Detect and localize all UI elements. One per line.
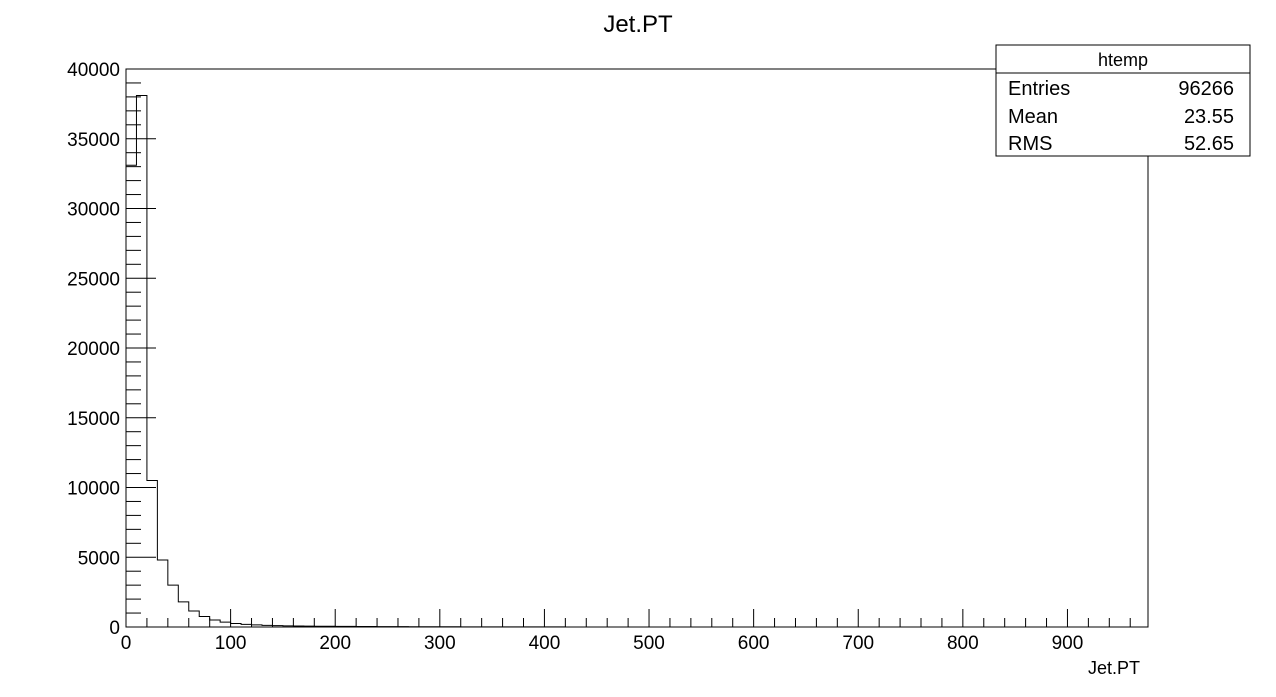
histogram-bin <box>231 624 241 627</box>
x-tick-label: 0 <box>121 633 132 654</box>
x-axis-label: Jet.PT <box>1088 658 1140 678</box>
x-tick-label: 800 <box>947 633 979 654</box>
y-tick-label: 30000 <box>67 200 120 221</box>
stats-mean-value: 23.55 <box>1184 106 1234 128</box>
y-tick-label: 5000 <box>78 548 120 569</box>
histogram-bin <box>220 622 230 627</box>
y-tick-label: 0 <box>109 618 120 639</box>
stats-rms-value: 52.65 <box>1184 133 1234 155</box>
histogram-bin <box>147 481 157 627</box>
x-axis: 0 100 200 300 400 500 600 700 800 900 <box>121 609 1131 654</box>
y-tick-label: 20000 <box>67 339 120 360</box>
chart-title: Jet.PT <box>603 11 673 38</box>
stats-rms-label: RMS <box>1008 133 1052 155</box>
y-tick-label: 25000 <box>67 269 120 290</box>
stats-box: htemp Entries 96266 Mean 23.55 RMS 52.65 <box>995 44 1251 157</box>
histogram-bin <box>199 617 209 627</box>
x-tick-label: 600 <box>738 633 770 654</box>
y-tick-label: 40000 <box>67 60 120 81</box>
plot-frame <box>125 68 1149 628</box>
stats-box-title: htemp <box>1098 50 1148 70</box>
y-tick-label: 35000 <box>67 130 120 151</box>
x-tick-label: 300 <box>424 633 456 654</box>
x-tick-label: 200 <box>319 633 351 654</box>
x-tick-label: 700 <box>842 633 874 654</box>
y-axis: 0 5000 10000 15000 20000 25000 30000 35000 40000 <box>67 60 156 639</box>
y-tick-label: 10000 <box>67 479 120 500</box>
histogram-bin <box>136 96 146 627</box>
histogram-bin <box>210 620 220 627</box>
histogram-bin <box>168 585 178 627</box>
histogram-bin <box>178 602 188 627</box>
x-tick-label: 100 <box>215 633 247 654</box>
histogram-outline <box>125 95 640 628</box>
stats-mean-label: Mean <box>1008 106 1058 128</box>
x-tick-label: 900 <box>1052 633 1084 654</box>
x-tick-label: 400 <box>529 633 561 654</box>
histogram-bin <box>189 611 199 627</box>
histogram-bins <box>126 96 639 627</box>
stats-entries-value: 96266 <box>1178 78 1234 100</box>
histogram-bin <box>157 560 167 627</box>
y-tick-label: 15000 <box>67 409 120 430</box>
stats-entries-label: Entries <box>1008 78 1070 100</box>
x-tick-label: 500 <box>633 633 665 654</box>
